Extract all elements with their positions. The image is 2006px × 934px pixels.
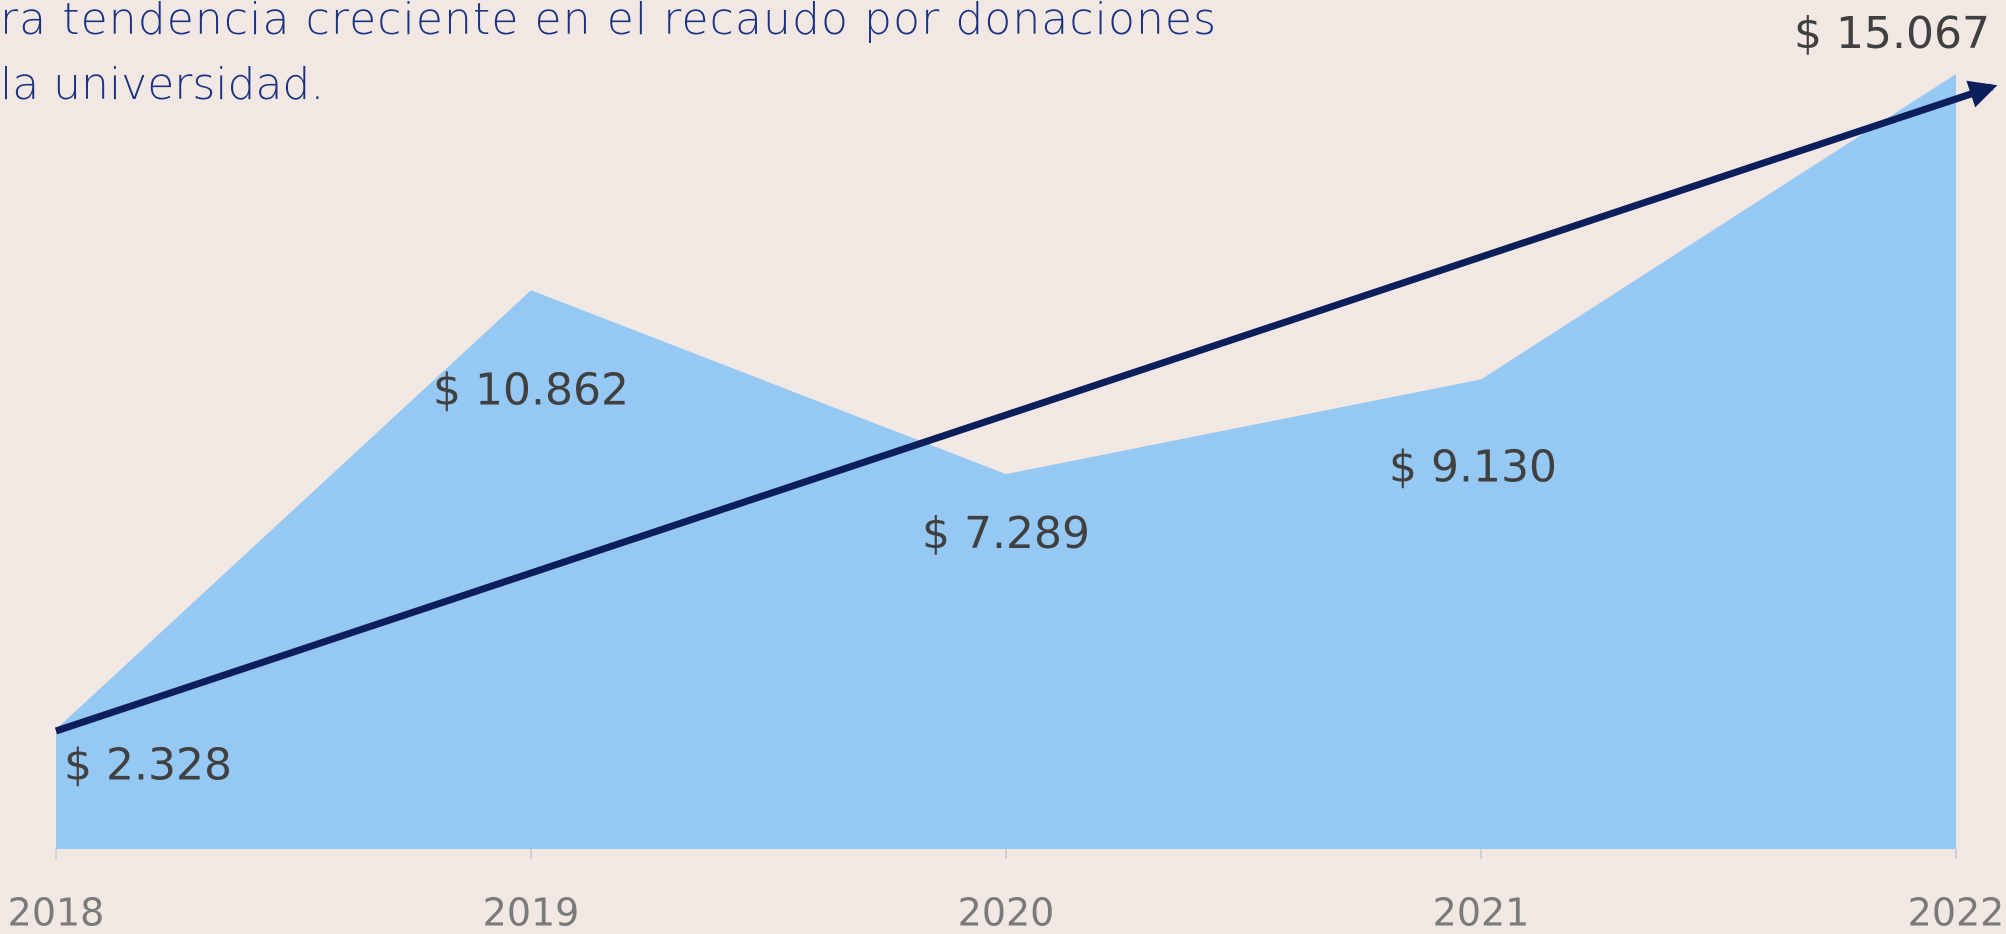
x-tick-label: 2022 [1908,891,2005,934]
data-label: $ 2.328 [64,739,232,790]
data-label: $ 7.289 [922,508,1090,559]
x-tick-label: 2019 [483,891,580,934]
annotation: la universidad. [0,59,324,110]
annotation: ra tendencia creciente en el recaudo por… [0,0,1216,45]
data-label: $ 9.130 [1389,441,1557,492]
data-label: $ 10.862 [433,364,629,415]
x-tick-label: 2018 [8,891,105,934]
x-tick-label: 2021 [1433,891,1530,934]
data-label: $ 15.067 [1794,8,1990,59]
trend-arrow [54,80,1998,735]
plot-area [55,74,1957,859]
x-tick-label: 2020 [958,891,1055,934]
area [56,74,1956,849]
labels: $ 2.328 2018 $ 10.862 2019 $ 7.289 2020 $ 9.13… [8,8,2005,934]
